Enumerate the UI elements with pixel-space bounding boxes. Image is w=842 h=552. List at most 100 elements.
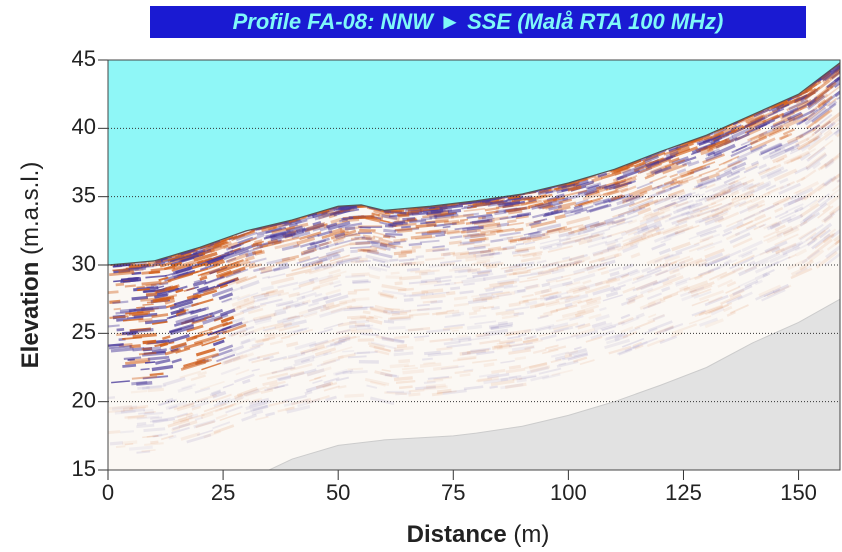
reflection (670, 255, 691, 265)
reflection (369, 245, 387, 252)
reflection (741, 182, 761, 193)
reflection (524, 241, 536, 245)
reflection (285, 225, 303, 233)
reflection (246, 305, 255, 310)
reflection (803, 79, 831, 101)
reflection (732, 237, 753, 249)
reflection (414, 337, 425, 342)
reflection (606, 242, 617, 248)
reflection (502, 245, 517, 251)
reflection (369, 306, 388, 314)
reflection (758, 163, 782, 176)
reflection (798, 124, 821, 139)
reflection (591, 233, 604, 240)
reflection (537, 202, 552, 209)
reflection (354, 322, 365, 327)
reflection (791, 242, 801, 249)
reflection (215, 413, 228, 420)
reflection (388, 316, 411, 320)
reflection (632, 199, 659, 212)
reflection (152, 433, 163, 438)
reflection (532, 235, 551, 242)
reflection (353, 214, 375, 220)
reflection (672, 267, 684, 273)
reflection (775, 242, 797, 255)
reflection (374, 370, 393, 378)
reflection (779, 132, 793, 141)
reflection (496, 227, 515, 234)
reflection (458, 337, 472, 343)
reflection (436, 279, 452, 283)
x-tick-label: 50 (326, 480, 350, 505)
reflection (586, 204, 609, 213)
reflection (708, 295, 723, 304)
reflection (786, 258, 808, 271)
reflection (225, 257, 237, 263)
reflection (469, 314, 487, 319)
reflection (143, 288, 164, 294)
reflection (768, 126, 790, 138)
reflection (268, 331, 288, 340)
reflection (653, 230, 679, 243)
reflection (404, 364, 416, 368)
reflection (320, 359, 337, 367)
reflection (655, 227, 665, 233)
reflection (621, 236, 647, 248)
reflection (694, 274, 703, 281)
reflection (379, 293, 394, 300)
reflection (473, 251, 496, 258)
reflection (411, 290, 429, 295)
reflection (212, 390, 227, 399)
reflection (604, 332, 627, 342)
reflection (425, 257, 445, 261)
reflection (430, 209, 444, 214)
reflection (639, 300, 657, 310)
reflection (314, 262, 332, 271)
reflection (108, 324, 120, 328)
reflection (655, 188, 666, 195)
reflection (573, 272, 596, 283)
reflection (439, 204, 464, 210)
reflection (834, 234, 840, 246)
reflection (668, 144, 681, 152)
reflection (287, 351, 306, 359)
reflection (393, 240, 407, 244)
reflection (477, 333, 500, 338)
reflection (792, 104, 808, 114)
reflection (214, 404, 234, 413)
reflection (795, 137, 810, 147)
reflection (408, 280, 428, 285)
reflection (605, 291, 619, 298)
reflection (416, 303, 430, 307)
reflection (136, 450, 151, 454)
reflection (406, 267, 420, 272)
reflection (433, 376, 453, 381)
reflection (267, 238, 279, 245)
reflection (330, 304, 353, 314)
reflection (706, 140, 732, 152)
reflection (826, 189, 840, 207)
reflection (578, 225, 587, 231)
reflection (468, 336, 490, 341)
reflection (223, 295, 240, 304)
reflection (573, 260, 585, 266)
reflection (444, 313, 461, 319)
reflection (560, 295, 571, 300)
reflection (785, 203, 804, 213)
reflection (534, 323, 555, 331)
reflection (788, 99, 809, 111)
reflection (225, 405, 243, 414)
y-tick-label: 35 (72, 182, 96, 207)
reflection (214, 279, 236, 289)
reflection (186, 433, 212, 444)
reflection (491, 262, 504, 267)
reflection (616, 194, 640, 206)
reflection (790, 154, 803, 163)
reflection (571, 299, 582, 305)
reflection (308, 276, 319, 282)
reflection (391, 222, 417, 228)
reflection (180, 248, 196, 256)
reflection (683, 280, 709, 292)
reflection (573, 346, 582, 351)
reflection (656, 180, 675, 190)
